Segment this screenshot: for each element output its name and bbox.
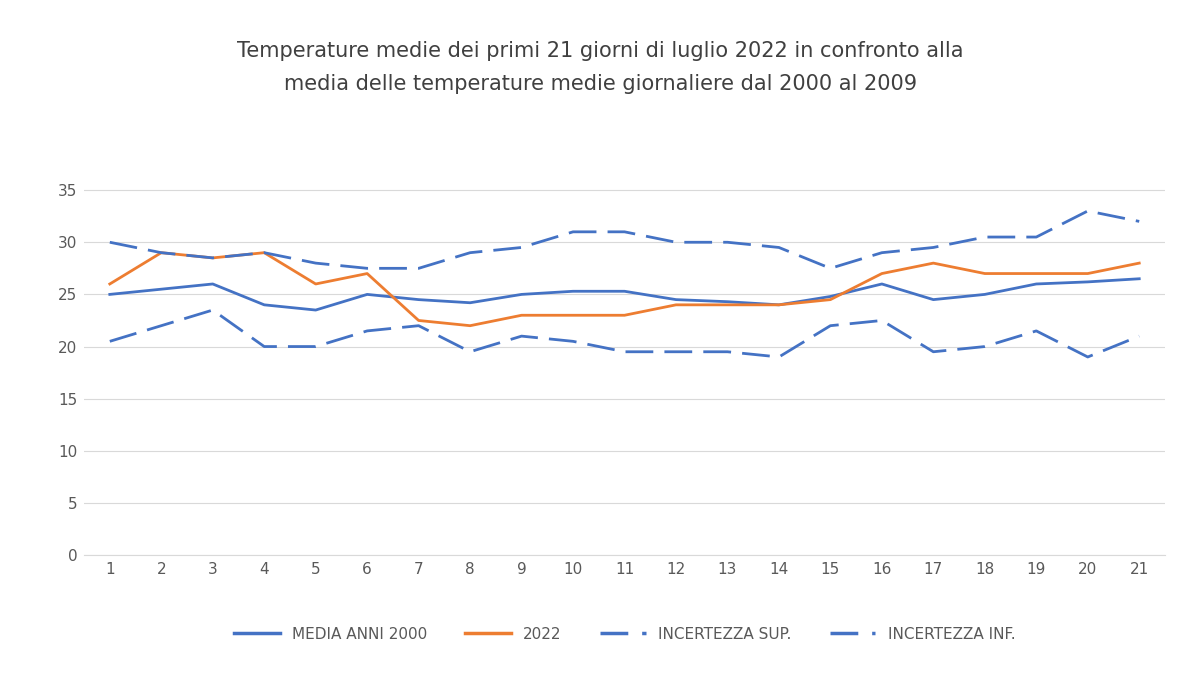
Text: Temperature medie dei primi 21 giorni di luglio 2022 in confronto alla
media del: Temperature medie dei primi 21 giorni di… — [238, 41, 963, 94]
Legend: MEDIA ANNI 2000, 2022, INCERTEZZA SUP., INCERTEZZA INF.: MEDIA ANNI 2000, 2022, INCERTEZZA SUP., … — [228, 621, 1021, 648]
